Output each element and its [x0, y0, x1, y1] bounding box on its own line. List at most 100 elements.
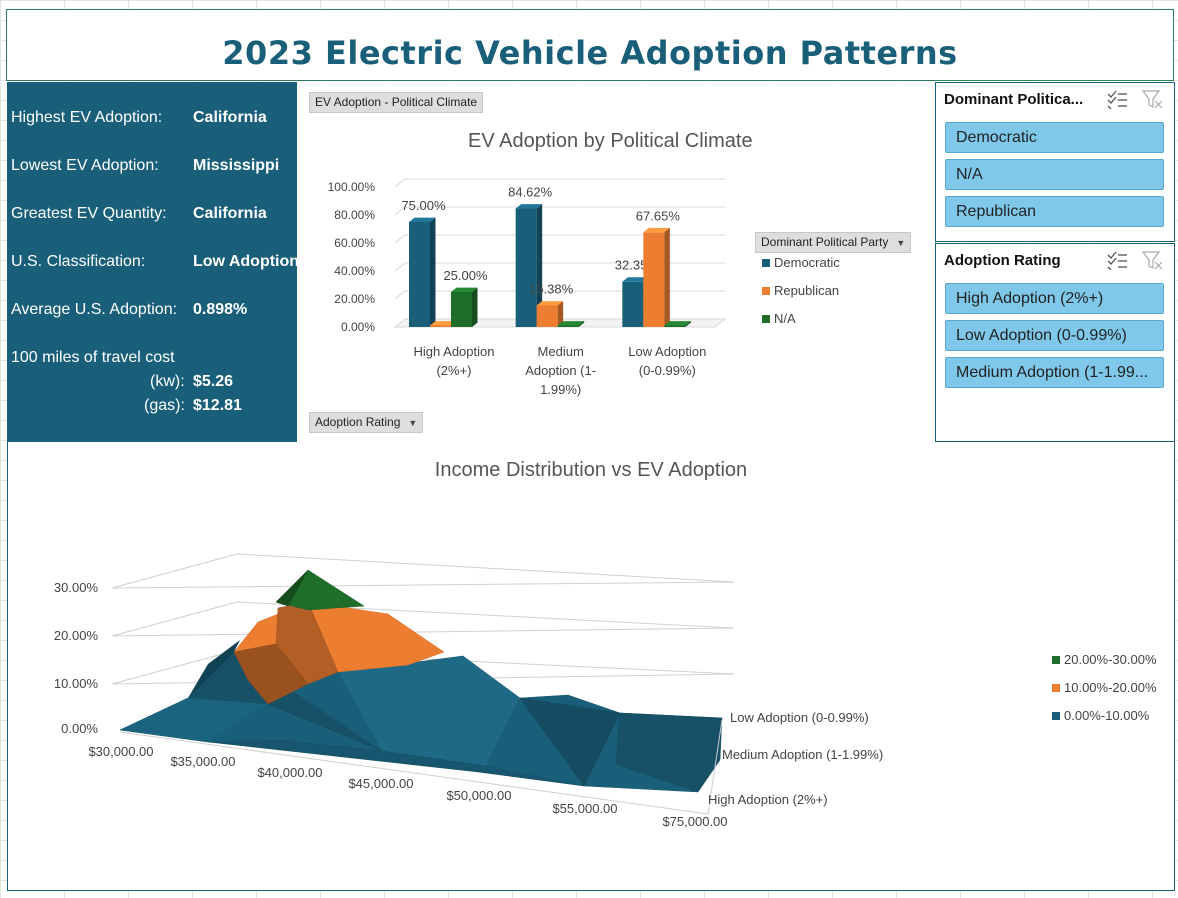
chevron-down-icon: ▼	[408, 418, 418, 428]
depth-axis-line	[707, 719, 723, 815]
clear-filter-icon[interactable]	[1142, 250, 1164, 270]
legend-field-label: Dominant Political Party	[761, 235, 889, 249]
stat-class-value: Low Adoption	[193, 253, 300, 270]
y-tick-label: 40.00%	[334, 264, 375, 278]
filter-field-button[interactable]: EV Adoption - Political Climate	[309, 92, 484, 113]
legend-swatch	[762, 259, 770, 267]
y-tick-label: 80.00%	[334, 208, 375, 222]
gridline	[394, 234, 725, 244]
x-category-label: High Adoption	[414, 344, 495, 359]
bar-data-label: 84.62%	[508, 185, 553, 200]
gridline	[111, 553, 735, 589]
legend-swatch	[1052, 684, 1060, 692]
x-category-label: Low Adoption	[628, 344, 706, 359]
surface-chart: Income Distribution vs EV Adoption 30.00%…	[54, 459, 1157, 829]
slicer-party-tools	[1106, 89, 1164, 109]
stat-class-label: U.S. Classification:	[11, 253, 146, 270]
bar-democratic-1[interactable]	[515, 204, 543, 327]
multi-select-icon[interactable]	[1106, 89, 1128, 109]
y-tick-label: 20.00%	[334, 292, 375, 306]
slicer-item-medium[interactable]: Medium Adoption (1-1.99...	[945, 357, 1164, 388]
bar-republican-2[interactable]	[643, 227, 670, 327]
stat-cost-label: 100 miles of travel cost	[11, 349, 175, 366]
stat-avg-label: Average U.S. Adoption:	[11, 301, 178, 318]
stat-kw-value: $5.26	[193, 373, 234, 390]
legend-swatch	[1052, 656, 1060, 664]
y-tick-label: 0.00%	[341, 320, 375, 334]
surface-edge	[188, 640, 240, 698]
stat-gas-label: (gas):	[144, 397, 185, 414]
x-tick-label: $35,000.00	[170, 754, 235, 769]
slicer-rating-header: Adoption Rating	[944, 252, 1061, 269]
surface-band-low	[615, 712, 723, 793]
stat-greatest-label: Greatest EV Quantity:	[11, 205, 167, 222]
legend-swatch	[762, 315, 770, 323]
bar-chart: 100.00% 80.00% 60.00% 40.00% 20.00% 0.00% 75.0…	[328, 178, 840, 397]
gridline	[394, 206, 725, 216]
x-tick-label: $75,000.00	[662, 814, 727, 829]
bar-na-2[interactable]	[664, 321, 691, 327]
bar-chart-panel: EV Adoption - Political Climate EV Adopt…	[297, 82, 936, 442]
legend-label: Republican	[774, 283, 839, 298]
slicer-item-republican[interactable]: Republican	[945, 196, 1164, 227]
page-title: 2023 Electric Vehicle Adoption Patterns	[222, 34, 958, 72]
depth-tick-label: High Adoption (2%+)	[708, 792, 828, 807]
depth-tick-label: Low Adoption (0-0.99%)	[730, 710, 869, 725]
stat-avg-value: 0.898%	[193, 301, 248, 318]
surface-band-high	[275, 569, 309, 607]
legend-field-button[interactable]: Dominant Political Party ▼	[755, 232, 912, 253]
stat-highest-value: California	[193, 109, 267, 126]
y-tick-label: 100.00%	[328, 180, 376, 194]
legend-label: 0.00%-10.00%	[1064, 708, 1150, 723]
slicer-item-na[interactable]: N/A	[945, 159, 1164, 190]
slicer-item-low[interactable]: Low Adoption (0-0.99%)	[945, 320, 1164, 351]
slicer-party-header: Dominant Politica...	[944, 91, 1084, 108]
x-tick-label: $50,000.00	[446, 788, 511, 803]
stat-lowest-value: Mississippi	[193, 157, 280, 174]
z-tick-label: 30.00%	[54, 580, 99, 595]
bar-data-label: 25.00%	[443, 268, 488, 283]
x-category-label: 1.99%)	[540, 382, 581, 397]
slicer-item-high[interactable]: High Adoption (2%+)	[945, 283, 1164, 314]
surface-band-mid	[233, 643, 309, 705]
bar-data-label: 15.38%	[529, 281, 574, 296]
gridline	[394, 290, 725, 300]
stat-kw-label: (kw):	[150, 373, 185, 390]
chevron-down-icon: ▼	[896, 238, 906, 248]
stats-panel: Highest EV Adoption: California Lowest E…	[7, 82, 300, 442]
multi-select-icon[interactable]	[1106, 250, 1128, 270]
gridline	[394, 178, 725, 188]
slicer-party: Dominant Politica... Democratic N/A Repu…	[935, 82, 1175, 242]
bar-democratic-0[interactable]	[409, 217, 436, 327]
x-category-label: (2%+)	[436, 363, 471, 378]
bar-chart-title: EV Adoption by Political Climate	[468, 130, 753, 152]
slicer-rating: Adoption Rating High Adoption (2%+) Low …	[935, 243, 1175, 442]
bar-na-0[interactable]	[451, 287, 478, 327]
bar-data-label: 75.00%	[401, 198, 446, 213]
surface-chart-title: Income Distribution vs EV Adoption	[435, 459, 747, 481]
gridline	[394, 262, 725, 272]
z-tick-label: 20.00%	[54, 628, 99, 643]
slicer-item-democratic[interactable]: Democratic	[945, 122, 1164, 153]
axis-field-button[interactable]: Adoption Rating ▼	[309, 412, 424, 433]
stat-highest-label: Highest EV Adoption:	[11, 109, 163, 126]
stat-greatest-value: California	[193, 205, 267, 222]
depth-tick-label: Medium Adoption (1-1.99%)	[722, 747, 883, 762]
z-tick-label: 0.00%	[61, 721, 98, 736]
x-tick-label: $55,000.00	[552, 801, 617, 816]
x-category-label: (0-0.99%)	[639, 363, 696, 378]
legend-label: 10.00%-20.00%	[1064, 680, 1157, 695]
x-axis-line	[119, 731, 709, 815]
x-tick-label: $30,000.00	[88, 744, 153, 759]
bar-na-1[interactable]	[557, 321, 585, 327]
gridline	[111, 581, 735, 589]
bar-republican-1[interactable]	[536, 301, 564, 327]
stat-lowest-label: Lowest EV Adoption:	[11, 157, 159, 174]
clear-filter-icon[interactable]	[1142, 89, 1164, 109]
x-tick-label: $45,000.00	[348, 776, 413, 791]
bar-data-label: 67.65%	[636, 208, 681, 223]
x-category-label: Adoption (1-	[525, 363, 596, 378]
slicer-rating-tools	[1106, 250, 1164, 270]
axis-field-label: Adoption Rating	[315, 415, 401, 429]
x-tick-label: $40,000.00	[257, 765, 322, 780]
